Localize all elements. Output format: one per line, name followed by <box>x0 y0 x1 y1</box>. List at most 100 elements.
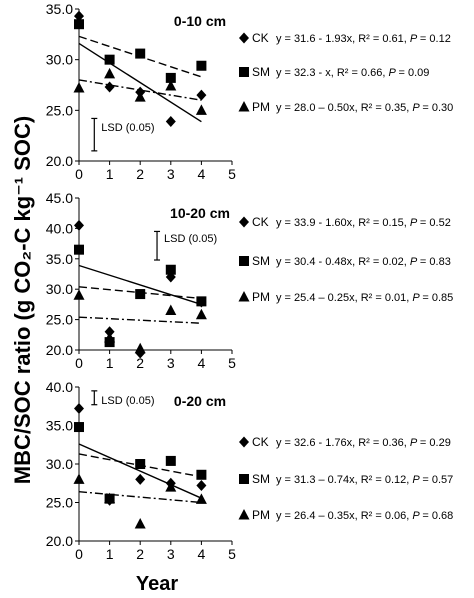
legend-marker-sm <box>239 67 249 77</box>
x-tick-label: 2 <box>136 355 144 371</box>
point-pm <box>73 82 85 93</box>
point-pm <box>134 91 146 102</box>
regression-equation: y = 31.6 - 1.93x, R² = 0.61, P = 0.12 <box>276 33 451 45</box>
fit-line-ck <box>78 264 202 306</box>
depth-label: 10-20 cm <box>170 205 230 221</box>
regression-equation: y = 30.4 - 0.48x, R² = 0.02, P = 0.83 <box>276 256 451 268</box>
x-tick-label: 0 <box>75 166 83 182</box>
y-tick-label: 30.0 <box>46 456 73 472</box>
fit-line-ck <box>78 443 202 499</box>
x-tick-label: 5 <box>228 355 236 371</box>
x-tick-label: 0 <box>75 355 83 371</box>
point-ck <box>135 473 146 485</box>
y-tick-label: 20.0 <box>46 342 73 358</box>
y-tick-label: 30.0 <box>46 52 73 68</box>
point-pm <box>73 473 85 484</box>
x-tick-label: 1 <box>106 355 114 371</box>
regression-equation: y = 32.3 - x, R² = 0.66, P = 0.09 <box>276 67 429 79</box>
x-tick-label: 2 <box>136 166 144 182</box>
point-pm <box>165 80 177 91</box>
point-pm <box>195 493 207 504</box>
point-sm <box>165 72 176 83</box>
y-tick-label: 30.0 <box>46 281 73 297</box>
legend-marker-sm <box>239 256 249 266</box>
legend-label: PM <box>252 508 270 522</box>
panel-0-10-cm: 20.0 25.0 30.0 35.0 0 1 2 3 4 5 0-10 cm LSD (0.05) C… <box>46 1 454 182</box>
p-value: = 0.57 <box>422 474 453 486</box>
x-tick-label: 1 <box>106 546 114 562</box>
x-tick-label: 5 <box>228 166 236 182</box>
point-ck <box>196 89 207 101</box>
p-label: P <box>410 437 420 449</box>
fit-line-ck <box>78 42 202 123</box>
point-sm <box>196 296 207 307</box>
panel-0-20-cm: 20.0 25.0 30.0 35.0 40.0 0 1 2 3 4 5 0-20 cm LSD (0.… <box>46 379 454 562</box>
point-pm <box>104 67 116 79</box>
point-ck <box>104 326 115 338</box>
point-sm <box>165 264 176 275</box>
equation-text: y = 31.6 - 1.93x, R² = 0.61, <box>276 33 410 45</box>
x-tick-label: 3 <box>167 546 175 562</box>
point-pm <box>195 104 207 115</box>
x-tick-label: 4 <box>198 355 206 371</box>
legend-label: CK <box>252 435 269 449</box>
p-value: = 0.29 <box>420 437 451 449</box>
point-sm <box>74 19 84 30</box>
y-tick-label: 25.0 <box>46 495 73 511</box>
regression-equation: y = 26.4 – 0.35x, R² = 0.06, P = 0.68 <box>276 510 453 522</box>
point-pm <box>195 308 207 320</box>
point-sm <box>196 469 207 480</box>
p-label: P <box>412 510 422 522</box>
p-value: = 0.12 <box>420 33 451 45</box>
equation-text: y = 32.6 - 1.76x, R² = 0.36, <box>276 437 410 449</box>
p-label: P <box>410 33 420 45</box>
legend-marker-pm <box>238 101 250 112</box>
legend-label: CK <box>252 215 269 229</box>
depth-label: 0-10 cm <box>174 13 226 29</box>
point-sm <box>74 244 84 255</box>
p-value: = 0.83 <box>420 256 451 268</box>
legend-marker-ck <box>239 216 249 228</box>
legend-entry-pm: PM y = 28.0 – 0.50x, R² = 0.35, P = 0.30 <box>238 100 453 114</box>
legend-marker-sm <box>239 474 249 484</box>
point-ck <box>74 403 84 415</box>
point-pm <box>104 331 116 343</box>
lsd-label: LSD (0.05) <box>164 233 217 245</box>
y-tick-label: 35.0 <box>46 251 73 267</box>
legend-label: SM <box>252 65 270 79</box>
regression-equation: y = 25.4 – 0.25x, R² = 0.01, P = 0.85 <box>276 292 453 304</box>
legend-marker-pm <box>238 509 250 520</box>
legend-entry-ck: CK y = 31.6 - 1.93x, R² = 0.61, P = 0.12 <box>239 31 451 45</box>
y-tick-label: 35.0 <box>46 418 73 434</box>
point-sm <box>135 289 146 300</box>
point-pm <box>104 492 116 504</box>
point-sm <box>165 455 176 466</box>
equation-text: y = 25.4 – 0.25x, R² = 0.01, <box>276 292 412 304</box>
p-value: = 0.85 <box>422 292 453 304</box>
legend-entry-ck: CK y = 33.9 - 1.60x, R² = 0.15, P = 0.52 <box>239 215 451 229</box>
x-tick-label: 3 <box>167 355 175 371</box>
y-tick-label: 25.0 <box>46 102 73 118</box>
legend-entry-pm: PM y = 25.4 – 0.25x, R² = 0.01, P = 0.85 <box>238 290 453 304</box>
point-sm <box>135 459 146 469</box>
legend-entry-sm: SM y = 32.3 - x, R² = 0.66, P = 0.09 <box>239 65 429 79</box>
p-label: P <box>412 292 422 304</box>
p-value: = 0.30 <box>422 102 453 114</box>
p-value: = 0.09 <box>399 67 430 79</box>
p-label: P <box>410 256 420 268</box>
fit-line-pm <box>78 316 202 324</box>
legend-label: SM <box>252 254 270 268</box>
equation-text: y = 32.3 - x, R² = 0.66, <box>276 67 389 79</box>
regression-equation: y = 28.0 – 0.50x, R² = 0.35, P = 0.30 <box>276 102 453 114</box>
panels: 20.0 25.0 30.0 35.0 0 1 2 3 4 5 0-10 cm LSD (0.05) C… <box>46 1 454 562</box>
depth-label: 0-20 cm <box>174 393 226 409</box>
panel-10-20-cm: 20.0 25.0 30.0 35.0 40.0 45.0 0 1 2 3 4 5 10-20 cm LS… <box>46 190 454 371</box>
point-sm <box>104 54 115 65</box>
y-tick-label: 20.0 <box>46 153 73 169</box>
regression-equation: y = 32.6 - 1.76x, R² = 0.36, P = 0.29 <box>276 437 451 449</box>
x-tick-label: 0 <box>75 546 83 562</box>
point-pm <box>73 289 85 300</box>
legend-entry-sm: SM y = 31.3 – 0.74x, R² = 0.12, P = 0.57 <box>239 472 453 486</box>
legend-label: CK <box>252 31 269 45</box>
